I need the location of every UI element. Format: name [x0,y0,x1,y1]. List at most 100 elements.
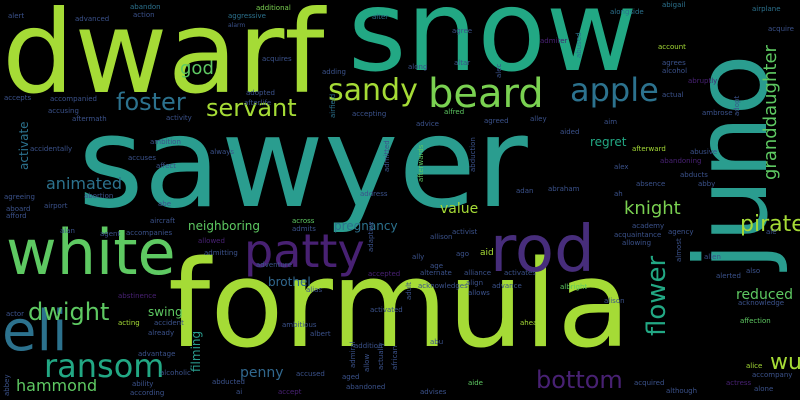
word-absence: absence [636,180,666,188]
word-across: across [292,217,315,225]
word-ambrose: ambrose [702,109,733,117]
word-abused: abused [575,32,583,58]
word-hammond: hammond [16,376,98,395]
word-accompanies: accompanies [126,229,173,237]
word-adan: adan [516,187,534,195]
word-alliance: alliance [464,269,492,277]
word-allen: allen [704,253,721,261]
word-value: value [440,201,479,217]
word-aided: aided [560,128,580,136]
word-actress: actress [726,379,752,387]
word-alcohol: alcohol [662,67,688,75]
word-agreed: agreed [484,117,509,125]
word-affect: affect [156,162,177,170]
word-alert: alert [8,12,25,20]
word-accept: accept [278,388,302,396]
word-aim: aim [604,118,618,126]
word-acknowledge: acknowledge [738,299,785,307]
word-reduced: reduced [736,287,794,303]
word-accepted: accepted [368,270,401,278]
word-aircraft: aircraft [150,217,176,225]
word-account: account [658,43,686,51]
word-accidentally: accidentally [30,145,73,153]
word-flower: flower [642,255,672,336]
word-abducts: abducts [680,171,708,179]
word-alec: alec [495,63,503,78]
word-abby: abby [698,180,716,188]
word-accepts: accepts [4,94,32,102]
word-agree: agree [452,27,473,35]
word-ability: ability [132,380,154,388]
word-adult: adult [405,282,413,300]
word-also: also [746,267,761,275]
word-sawyer: sawyer [78,89,528,236]
word-wu: wu [770,350,800,375]
word-ransom: ransom [44,347,165,385]
word-penny: penny [240,365,284,381]
word-additional: additional [256,4,291,12]
word-beard: beard [428,71,544,117]
word-admirer: admirer [540,37,568,45]
word-abandoning: abandoning [660,157,702,165]
word-alarm: alarm [228,22,246,29]
word-accident: accident [154,319,184,327]
word-affection: affection [740,317,771,325]
word-advanced: advanced [75,15,110,23]
word-abbey: abbey [3,374,11,396]
word-activity: activity [166,114,192,122]
word-god: god [180,58,214,79]
word-addition: addition [354,342,383,350]
word-ai: ai [236,388,243,396]
word-academy: academy [632,222,665,230]
word-allison: allison [430,233,453,241]
word-regret: regret [590,135,627,149]
word-aboard: aboard [6,205,31,213]
word-abandon: abandon [130,3,161,11]
word-aide: aide [468,379,483,387]
word-formula: formula [168,236,631,375]
word-afterwards: afterwards [417,144,425,182]
word-adding: adding [322,68,347,76]
word-adventure: adventure [256,261,292,269]
word-allowed: allowed [198,237,225,245]
word-eli: eli [2,299,68,364]
word-admitted: admitted [383,140,391,172]
word-agency: agency [668,228,694,236]
word-address: address [360,190,388,198]
word-dwarf: dwarf [2,0,325,119]
word-aged: aged [342,373,360,381]
word-abducted: abducted [212,378,245,386]
word-acting: acting [118,319,140,327]
word-actual: actual [662,91,684,99]
word-pirate: pirate [740,212,800,237]
word-filming: filming [189,330,203,372]
word-activates: activates [504,269,536,277]
word-along: along [408,63,428,71]
word-granddaughter: granddaughter [760,45,781,180]
word-alice: alice [746,362,763,370]
word-abu: abu [430,338,444,346]
word-accused: accused [296,370,325,378]
word-ambitious: ambitious [282,321,317,329]
word-align: align [466,279,484,287]
word-age: age [430,262,444,270]
word-snow: snow [348,0,638,97]
word-always: always [210,148,235,156]
word-admiral: admiral [349,341,357,368]
word-actually: actually [377,342,385,370]
word-acquired: acquired [634,379,665,387]
word-alison: alison [604,297,625,305]
word-agent: agent [100,230,121,238]
word-dwight: dwight [28,298,110,326]
word-abigail: abigail [662,1,686,9]
word-neighboring: neighboring [188,219,260,233]
word-abe: abe [158,200,172,208]
word-accusing: accusing [48,107,79,115]
word-alerted: alerted [716,272,741,280]
word-allows: allows [468,289,490,297]
word-adopted: adopted [246,89,275,97]
word-albert: albert [310,330,331,338]
word-ally: ally [412,253,425,261]
word-ago: ago [456,250,470,258]
